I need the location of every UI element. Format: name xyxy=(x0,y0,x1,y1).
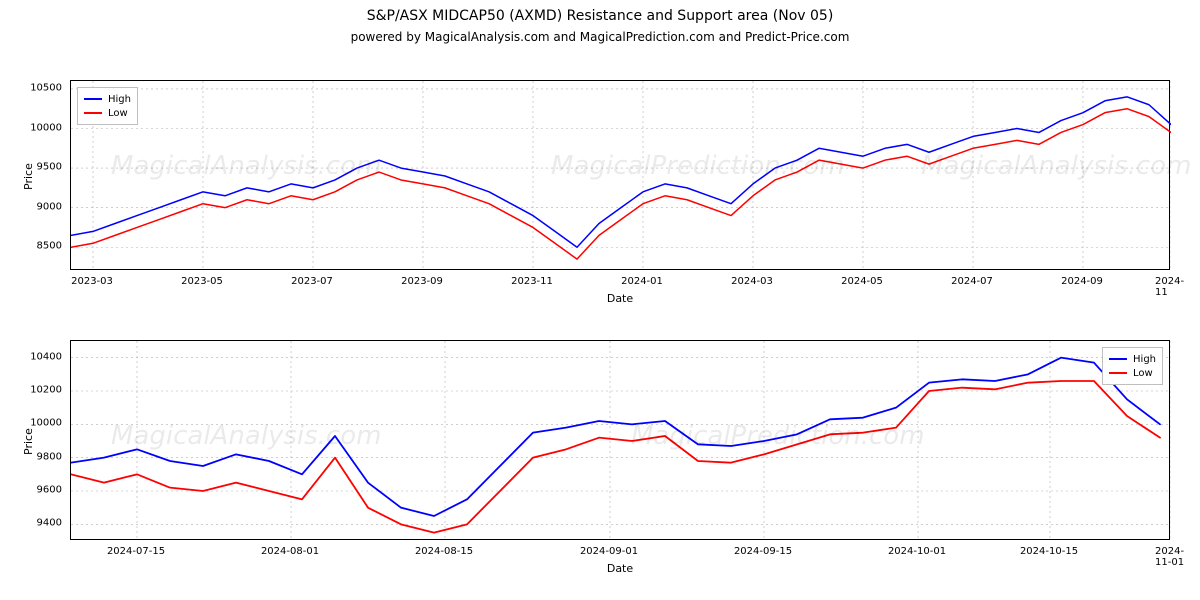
legend-swatch xyxy=(84,112,102,114)
x-tick-label: 2024-03 xyxy=(731,276,773,287)
x-tick-label: 2024-09-15 xyxy=(734,546,792,557)
y-tick-label: 9500 xyxy=(22,162,62,173)
x-tick-label: 2024-08-01 xyxy=(261,546,319,557)
x-tick-label: 2024-08-15 xyxy=(415,546,473,557)
chart-title: S&P/ASX MIDCAP50 (AXMD) Resistance and S… xyxy=(0,8,1200,24)
legend: High Low xyxy=(77,87,138,125)
x-axis-label: Date xyxy=(70,292,1170,305)
figure: S&P/ASX MIDCAP50 (AXMD) Resistance and S… xyxy=(0,0,1200,600)
x-tick-label: 2023-09 xyxy=(401,276,443,287)
legend-label: Low xyxy=(1133,368,1153,379)
legend-item: Low xyxy=(84,106,131,120)
x-tick-label: 2024-10-15 xyxy=(1020,546,1078,557)
y-tick-label: 10500 xyxy=(22,82,62,93)
legend-swatch xyxy=(84,98,102,100)
x-tick-label: 2023-05 xyxy=(181,276,223,287)
legend-item: High xyxy=(1109,352,1156,366)
legend-label: High xyxy=(1133,354,1156,365)
x-tick-label: 2024-10-01 xyxy=(888,546,946,557)
y-tick-label: 10000 xyxy=(22,418,62,429)
y-tick-label: 10000 xyxy=(22,122,62,133)
top-chart-area: MagicalAnalysis.com MagicalPrediction.co… xyxy=(70,80,1170,270)
bottom-chart-area: MagicalAnalysis.com MagicalPrediction.co… xyxy=(70,340,1170,540)
x-tick-label: 2024-07-15 xyxy=(107,546,165,557)
x-axis-label: Date xyxy=(70,562,1170,575)
legend-item: High xyxy=(84,92,131,106)
y-tick-label: 9400 xyxy=(22,518,62,529)
x-tick-label: 2024-05 xyxy=(841,276,883,287)
chart-subtitle: powered by MagicalAnalysis.com and Magic… xyxy=(0,30,1200,44)
x-tick-label: 2023-11 xyxy=(511,276,553,287)
y-tick-label: 10400 xyxy=(22,351,62,362)
y-tick-label: 9800 xyxy=(22,451,62,462)
y-tick-label: 8500 xyxy=(22,241,62,252)
y-tick-label: 10200 xyxy=(22,385,62,396)
legend-swatch xyxy=(1109,372,1127,374)
legend-item: Low xyxy=(1109,366,1156,380)
legend: High Low xyxy=(1102,347,1163,385)
x-tick-label: 2024-11-01 xyxy=(1155,546,1185,568)
legend-label: High xyxy=(108,94,131,105)
x-tick-label: 2024-09-01 xyxy=(580,546,638,557)
x-tick-label: 2024-01 xyxy=(621,276,663,287)
x-tick-label: 2023-03 xyxy=(71,276,113,287)
y-tick-label: 9600 xyxy=(22,485,62,496)
top-chart-svg xyxy=(71,81,1171,271)
x-tick-label: 2024-09 xyxy=(1061,276,1103,287)
x-tick-label: 2024-11 xyxy=(1155,276,1185,298)
y-tick-label: 9000 xyxy=(22,201,62,212)
legend-swatch xyxy=(1109,358,1127,360)
legend-label: Low xyxy=(108,108,128,119)
bottom-chart-svg xyxy=(71,341,1171,541)
x-tick-label: 2024-07 xyxy=(951,276,993,287)
x-tick-label: 2023-07 xyxy=(291,276,333,287)
